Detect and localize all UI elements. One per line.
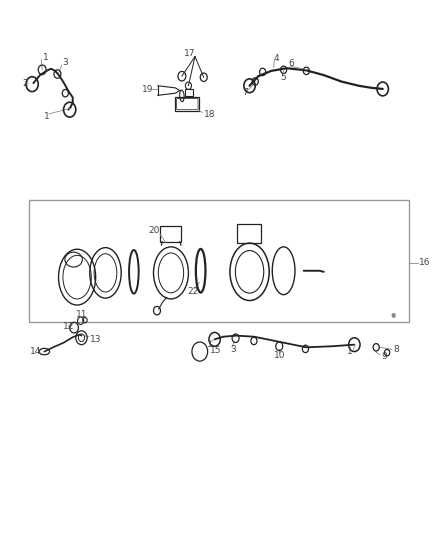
Text: 19: 19 xyxy=(142,85,154,94)
Text: 7: 7 xyxy=(243,87,248,96)
Bar xyxy=(29,200,409,322)
Text: 5: 5 xyxy=(280,73,286,82)
Text: 4: 4 xyxy=(274,54,279,62)
Text: 14: 14 xyxy=(30,346,42,356)
Text: 3: 3 xyxy=(230,345,236,354)
Bar xyxy=(185,90,193,96)
Text: 6: 6 xyxy=(288,60,294,68)
Circle shape xyxy=(392,313,396,318)
Text: 11: 11 xyxy=(76,310,87,319)
Text: 2: 2 xyxy=(22,78,28,87)
Text: 18: 18 xyxy=(204,110,215,119)
Bar xyxy=(160,225,181,241)
Text: 15: 15 xyxy=(210,346,222,355)
Text: 8: 8 xyxy=(394,345,399,354)
Text: 17: 17 xyxy=(184,49,195,58)
Text: 22: 22 xyxy=(187,287,198,296)
Text: 1: 1 xyxy=(207,340,213,349)
Text: 20: 20 xyxy=(148,227,160,236)
Text: 12: 12 xyxy=(63,322,74,331)
Bar xyxy=(175,98,199,111)
Text: 1: 1 xyxy=(347,347,353,356)
Text: 9: 9 xyxy=(381,352,387,361)
Text: 13: 13 xyxy=(90,335,102,344)
Text: 16: 16 xyxy=(419,259,431,267)
Text: 3: 3 xyxy=(63,58,68,67)
Text: 10: 10 xyxy=(274,351,286,360)
Text: 1: 1 xyxy=(44,111,50,120)
Text: 1: 1 xyxy=(43,53,49,62)
Bar xyxy=(237,224,261,243)
